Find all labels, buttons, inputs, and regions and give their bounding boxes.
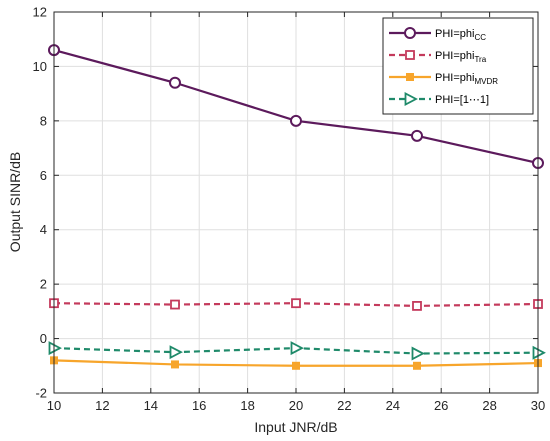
legend-label-1: PHI=phiCC xyxy=(435,28,486,42)
x-tick-label: 12 xyxy=(95,398,109,413)
legend-label-subscript: MVDR xyxy=(474,77,498,86)
data-point-series-3 xyxy=(171,360,179,369)
y-tick-label: 8 xyxy=(40,113,47,128)
y-tick-label: 6 xyxy=(40,168,47,183)
data-point-series-4 xyxy=(290,341,304,356)
legend-label-2: PHI=phiTra xyxy=(435,50,487,64)
y-tick-label: 0 xyxy=(40,331,47,346)
x-axis-ticks: 10 12 14 16 18 20 22 24 26 28 30 xyxy=(47,12,545,413)
data-point-series-4 xyxy=(532,345,546,360)
legend-label-4: PHI=[1⋯1] xyxy=(435,94,489,106)
legend-marker-1 xyxy=(404,27,416,39)
legend-marker-2 xyxy=(405,50,415,60)
x-tick-label: 26 xyxy=(434,398,448,413)
data-point-series-3 xyxy=(413,361,421,370)
data-point-series-3 xyxy=(292,361,300,370)
legend-marker-3 xyxy=(406,73,414,81)
legend-label-subscript: CC xyxy=(474,33,486,42)
x-tick-label: 16 xyxy=(192,398,206,413)
data-point-series-4 xyxy=(169,345,183,360)
data-point-series-2 xyxy=(170,299,180,310)
data-point-series-1 xyxy=(411,129,423,142)
data-point-series-4 xyxy=(48,341,62,356)
y-axis-ticks: -2 0 2 4 6 8 10 12 xyxy=(33,5,538,401)
x-tick-label: 30 xyxy=(531,398,545,413)
x-axis-label: Input JNR/dB xyxy=(254,419,337,435)
y-tick-label: -2 xyxy=(35,386,47,401)
y-tick-label: 2 xyxy=(40,277,47,292)
x-tick-label: 10 xyxy=(47,398,61,413)
legend-marker-4 xyxy=(404,92,418,106)
x-tick-label: 24 xyxy=(386,398,400,413)
data-point-series-1 xyxy=(169,76,181,89)
y-tick-label: 4 xyxy=(40,222,47,237)
y-tick-label: 10 xyxy=(33,59,47,74)
x-tick-label: 18 xyxy=(240,398,254,413)
x-tick-label: 14 xyxy=(144,398,158,413)
y-axis-label: Output SINR/dB xyxy=(7,152,23,252)
data-point-series-4 xyxy=(411,346,425,361)
data-point-series-1 xyxy=(290,114,302,127)
legend-label-subscript: Tra xyxy=(474,55,486,64)
data-point-series-2 xyxy=(291,298,301,309)
x-tick-label: 20 xyxy=(289,398,303,413)
x-tick-label: 22 xyxy=(337,398,351,413)
x-tick-label: 28 xyxy=(482,398,496,413)
y-tick-label: 12 xyxy=(33,5,47,20)
data-point-series-2 xyxy=(412,301,422,311)
